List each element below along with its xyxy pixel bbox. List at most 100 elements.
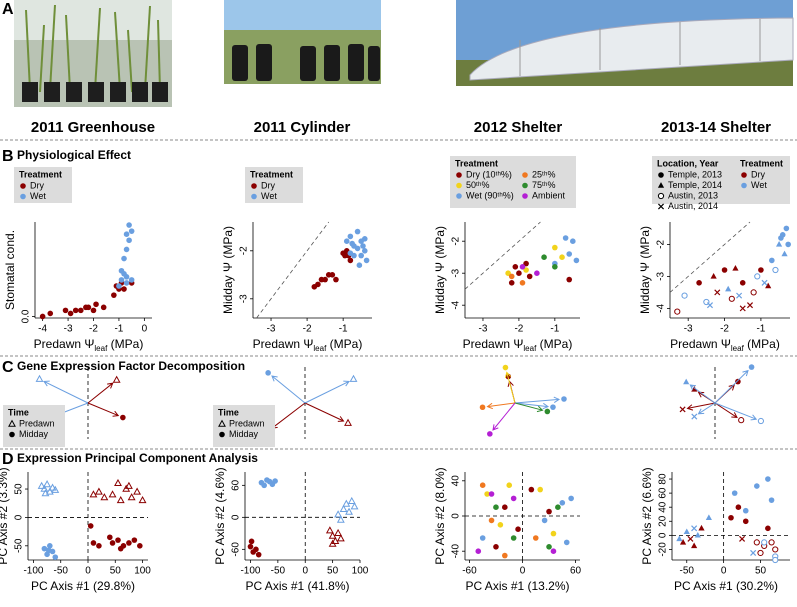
- vector-arrow: [697, 402, 716, 415]
- point: [354, 245, 361, 252]
- vector-point: [550, 404, 556, 410]
- legend-swatch: [657, 182, 665, 188]
- vector-arrow: [87, 402, 120, 417]
- vector-point: [479, 404, 486, 411]
- x-tick-label: -3: [267, 324, 276, 335]
- point: [519, 264, 526, 270]
- panel-label: C: [2, 359, 14, 376]
- point: [552, 264, 558, 270]
- point: [488, 517, 495, 524]
- x-axis-label-main: Predawn Ψ: [34, 337, 95, 351]
- legend-title: Time: [8, 407, 29, 417]
- point: [108, 490, 117, 498]
- point: [721, 267, 728, 273]
- point: [484, 491, 490, 497]
- y-tick-label: -2: [239, 246, 250, 255]
- x-tick-label: 50: [327, 566, 339, 577]
- x-axis-label-sub: leaf: [94, 344, 108, 353]
- y-tick-label: 20: [658, 515, 669, 527]
- point: [126, 222, 132, 228]
- x-axis-label-main: Predawn Ψ: [670, 337, 731, 351]
- point: [754, 483, 760, 489]
- legend-label: 50ᵗʰ%: [466, 180, 489, 190]
- point: [347, 496, 356, 505]
- separators: [0, 139, 797, 450]
- legend-label: Dry: [261, 180, 275, 190]
- legend-title: Treatment: [740, 158, 783, 168]
- x-tick-label: -50: [271, 566, 286, 577]
- vector-point: [735, 378, 741, 385]
- point: [757, 549, 764, 557]
- point: [127, 493, 136, 501]
- point: [736, 292, 743, 299]
- point: [772, 556, 779, 564]
- point: [497, 522, 504, 528]
- point: [123, 280, 130, 286]
- x-tick-label: -2: [514, 324, 523, 335]
- legend-swatch: [219, 431, 225, 438]
- y-tick-label: -3: [239, 294, 250, 303]
- x-tick-label: -50: [54, 566, 69, 577]
- point: [750, 549, 757, 556]
- point: [523, 267, 529, 273]
- point: [39, 313, 46, 320]
- point: [559, 254, 565, 260]
- point: [532, 535, 539, 541]
- legend-swatch: [522, 193, 528, 199]
- legend-swatch: [741, 172, 747, 178]
- point: [742, 518, 749, 525]
- section-title: Expression Principal Component Analysis: [17, 451, 258, 465]
- point: [255, 551, 262, 558]
- point: [754, 273, 761, 280]
- y-axis-label: PC Axis #2 (3.3%): [0, 467, 10, 564]
- point: [772, 546, 779, 553]
- x-axis-label: Predawn Ψleaf (MPa): [463, 337, 573, 353]
- vector-arrow: [486, 402, 516, 410]
- y-axis-label: PC Axis #2 (8.0%): [433, 467, 447, 564]
- photo-greenhouse: [14, 0, 172, 107]
- legend-swatch: [456, 182, 462, 189]
- vector-arrow: [714, 369, 749, 404]
- vector-arrow: [714, 402, 738, 418]
- point: [360, 243, 366, 249]
- point: [325, 526, 334, 534]
- vector-arrow: [271, 402, 306, 429]
- point: [329, 272, 336, 278]
- x-tick-label: 0: [520, 566, 526, 577]
- y-tick-label: -20: [658, 542, 669, 557]
- point: [523, 260, 529, 267]
- panel-label: B: [2, 148, 14, 165]
- vector-point: [691, 413, 698, 420]
- point: [546, 508, 552, 515]
- legend-title: Location, Year: [657, 158, 719, 168]
- vector-arrow: [43, 380, 89, 404]
- point: [96, 543, 102, 549]
- point: [493, 544, 499, 550]
- vector-arrow: [689, 384, 716, 404]
- vector-arrow: [504, 371, 516, 404]
- y-tick-label: 60: [658, 487, 669, 499]
- point: [508, 273, 515, 280]
- point: [90, 540, 97, 546]
- x-tick-label: -100: [240, 566, 260, 577]
- point: [361, 236, 368, 242]
- x-tick-label: -1: [550, 324, 559, 335]
- point: [47, 543, 53, 549]
- x-tick-label: 0: [721, 566, 727, 577]
- y-tick-label: -50: [14, 538, 25, 553]
- legend-label: Ambient: [532, 190, 566, 200]
- vector-point: [35, 374, 44, 382]
- point: [516, 270, 522, 277]
- point: [328, 531, 337, 539]
- point: [742, 507, 749, 514]
- photo-cylinder: [224, 0, 381, 84]
- point: [493, 504, 499, 511]
- point: [336, 515, 345, 523]
- point: [41, 545, 48, 552]
- y-tick-label: 60: [231, 479, 242, 491]
- legend-label: Temple, 2014: [668, 180, 722, 190]
- point: [100, 493, 109, 501]
- point: [768, 497, 775, 503]
- point: [534, 270, 540, 277]
